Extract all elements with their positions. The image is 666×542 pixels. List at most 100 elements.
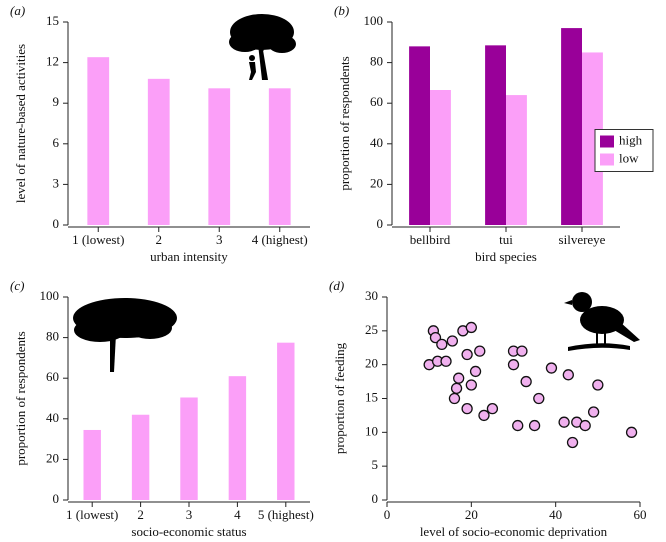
x-tick-label: 5 (highest) [258,507,314,522]
point [625,426,638,438]
point [474,345,486,357]
point [545,362,558,374]
point [440,355,452,367]
y-tick-label: 10 [365,423,378,438]
point [436,338,448,351]
x-axis-title: socio-economic status [131,524,246,539]
y-tick-label: 60 [46,369,59,384]
x-tick-label: 20 [465,507,478,522]
bar [180,397,198,500]
x-tick-label: 1 (lowest) [66,507,118,522]
x-tick-label: 3 [216,232,223,247]
y-tick-label: 40 [370,135,383,150]
x-tick-label: 4 (highest) [252,232,308,247]
point [587,406,600,418]
x-axis-title: bird species [475,249,537,264]
bar [83,429,101,500]
bar [228,376,247,500]
point [592,379,604,391]
bar [208,88,231,226]
y-tick-label: 9 [53,94,60,109]
x-tick-label: 40 [549,507,562,522]
legend-label: high [619,132,643,147]
legend-swatch [600,135,614,148]
point [461,348,473,361]
bar [409,46,430,225]
panel-label: (b) [334,3,349,18]
x-axis-title: urban intensity [150,249,228,264]
y-tick-label: 80 [46,329,59,344]
y-tick-label: 20 [370,175,383,190]
x-tick-label: tui [499,232,513,247]
tree-silhouette [73,298,177,372]
bar [147,78,170,225]
bar [561,28,582,226]
point [446,335,459,347]
y-tick-label: 100 [40,288,60,303]
point [429,331,442,344]
point [448,392,461,405]
bar [277,342,295,500]
tree-silhouette [229,14,296,80]
y-tick-label: 40 [46,410,59,425]
legend-swatch [600,153,614,166]
y-tick-label: 80 [370,54,383,69]
point [486,402,499,415]
point [450,382,463,395]
bar [485,45,506,225]
y-tick-label: 12 [46,54,59,69]
bar [87,57,110,225]
y-tick-label: 30 [365,288,378,303]
point [566,436,579,449]
y-tick-label: 25 [365,322,378,337]
point [469,365,482,378]
point [507,359,520,371]
bar [268,88,291,226]
x-tick-label: 2 [137,507,144,522]
y-tick-label: 0 [53,491,60,506]
y-tick-label: 0 [372,491,379,506]
y-tick-label: 15 [46,13,59,28]
x-tick-label: 2 [156,232,163,247]
bar [430,90,451,225]
bar [131,414,150,500]
y-tick-label: 0 [377,216,384,231]
y-tick-label: 100 [364,13,384,28]
legend-label: low [619,150,639,165]
point [512,419,524,432]
point [453,372,465,384]
y-axis-title: proportion of respondents [337,56,352,190]
y-axis-title: proportion of feeding [332,342,347,454]
x-axis-title: level of socio-economic deprivation [420,524,608,539]
point [478,409,490,422]
y-tick-label: 20 [46,450,59,465]
point [520,375,532,388]
point [528,419,541,432]
y-tick-label: 0 [53,216,60,231]
y-tick-label: 20 [365,356,378,371]
x-tick-label: silvereye [559,232,606,247]
panel-label: (a) [10,3,25,18]
y-tick-label: 6 [53,135,60,150]
x-tick-label: bellbird [410,232,451,247]
x-tick-label: 60 [634,507,647,522]
point [461,402,473,415]
x-tick-label: 0 [384,507,391,522]
panel-label: (c) [10,278,24,293]
y-tick-label: 15 [365,389,378,404]
x-tick-label: 4 [234,507,241,522]
point [465,379,477,391]
bird-silhouette [564,292,640,351]
point [579,419,591,432]
y-tick-label: 5 [372,457,379,472]
point [562,369,574,381]
y-tick-label: 60 [370,94,383,109]
point [558,416,570,428]
y-axis-title: proportion of respondents [13,331,28,465]
bar [506,95,527,225]
point [516,345,528,357]
bar [582,52,603,226]
point [465,321,477,334]
x-tick-label: 3 [186,507,193,522]
